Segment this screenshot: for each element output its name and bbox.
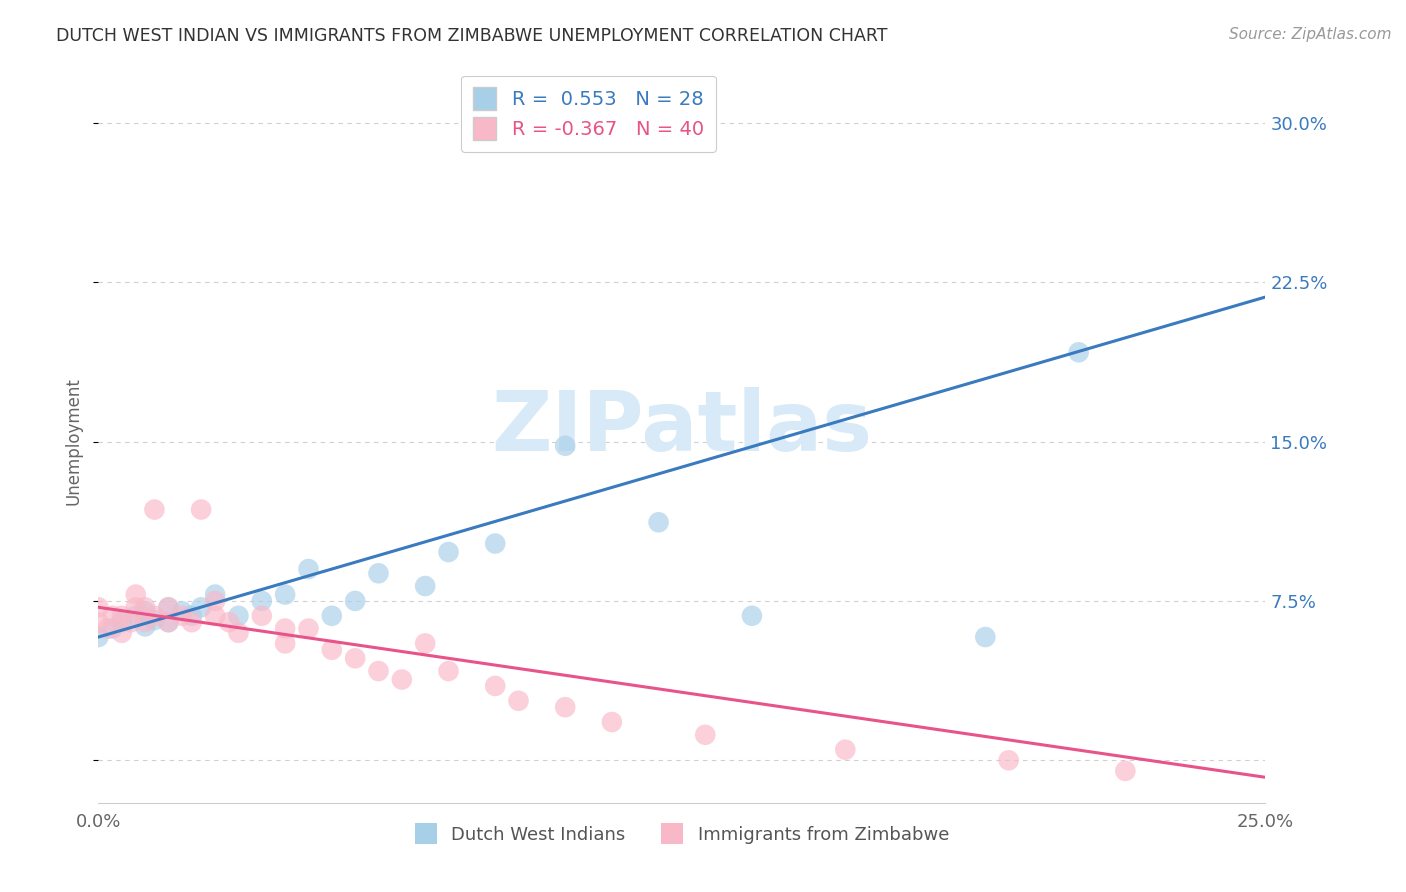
- Point: [190, 502, 212, 516]
- Point: [274, 636, 297, 650]
- Point: [172, 608, 194, 623]
- Point: [413, 636, 436, 650]
- Point: [695, 728, 717, 742]
- Point: [204, 608, 226, 623]
- Point: [143, 608, 166, 623]
- Point: [120, 615, 142, 630]
- Point: [741, 608, 763, 623]
- Point: [204, 588, 226, 602]
- Point: [484, 679, 506, 693]
- Point: [101, 622, 124, 636]
- Point: [180, 608, 202, 623]
- Point: [134, 600, 156, 615]
- Point: [134, 615, 156, 630]
- Point: [180, 615, 202, 630]
- Point: [125, 600, 148, 615]
- Point: [554, 439, 576, 453]
- Point: [157, 615, 180, 630]
- Point: [600, 714, 623, 729]
- Point: [134, 619, 156, 633]
- Point: [344, 651, 367, 665]
- Legend: Dutch West Indians, Immigrants from Zimbabwe: Dutch West Indians, Immigrants from Zimb…: [408, 816, 956, 852]
- Point: [111, 615, 134, 630]
- Point: [997, 753, 1019, 767]
- Point: [143, 613, 166, 627]
- Point: [111, 608, 134, 623]
- Point: [157, 600, 180, 615]
- Point: [367, 664, 389, 678]
- Point: [111, 625, 134, 640]
- Point: [228, 608, 250, 623]
- Point: [125, 608, 148, 623]
- Point: [1114, 764, 1136, 778]
- Point: [484, 536, 506, 550]
- Point: [87, 615, 110, 630]
- Point: [321, 642, 343, 657]
- Point: [647, 516, 669, 530]
- Point: [228, 625, 250, 640]
- Point: [1067, 345, 1090, 359]
- Point: [297, 622, 319, 636]
- Point: [974, 630, 997, 644]
- Point: [250, 608, 273, 623]
- Point: [367, 566, 389, 581]
- Point: [97, 622, 120, 636]
- Point: [413, 579, 436, 593]
- Point: [172, 605, 194, 619]
- Point: [157, 600, 180, 615]
- Text: Source: ZipAtlas.com: Source: ZipAtlas.com: [1229, 27, 1392, 42]
- Point: [87, 600, 110, 615]
- Point: [143, 502, 166, 516]
- Point: [87, 630, 110, 644]
- Point: [125, 588, 148, 602]
- Y-axis label: Unemployment: Unemployment: [65, 377, 83, 506]
- Text: ZIPatlas: ZIPatlas: [492, 386, 872, 467]
- Point: [218, 615, 240, 630]
- Point: [321, 608, 343, 623]
- Point: [190, 600, 212, 615]
- Point: [834, 742, 856, 756]
- Point: [554, 700, 576, 714]
- Point: [437, 545, 460, 559]
- Point: [297, 562, 319, 576]
- Point: [134, 605, 156, 619]
- Point: [157, 615, 180, 630]
- Point: [437, 664, 460, 678]
- Point: [204, 594, 226, 608]
- Point: [508, 694, 530, 708]
- Text: DUTCH WEST INDIAN VS IMMIGRANTS FROM ZIMBABWE UNEMPLOYMENT CORRELATION CHART: DUTCH WEST INDIAN VS IMMIGRANTS FROM ZIM…: [56, 27, 887, 45]
- Point: [344, 594, 367, 608]
- Point: [274, 588, 297, 602]
- Point: [274, 622, 297, 636]
- Point: [250, 594, 273, 608]
- Point: [101, 608, 124, 623]
- Point: [391, 673, 413, 687]
